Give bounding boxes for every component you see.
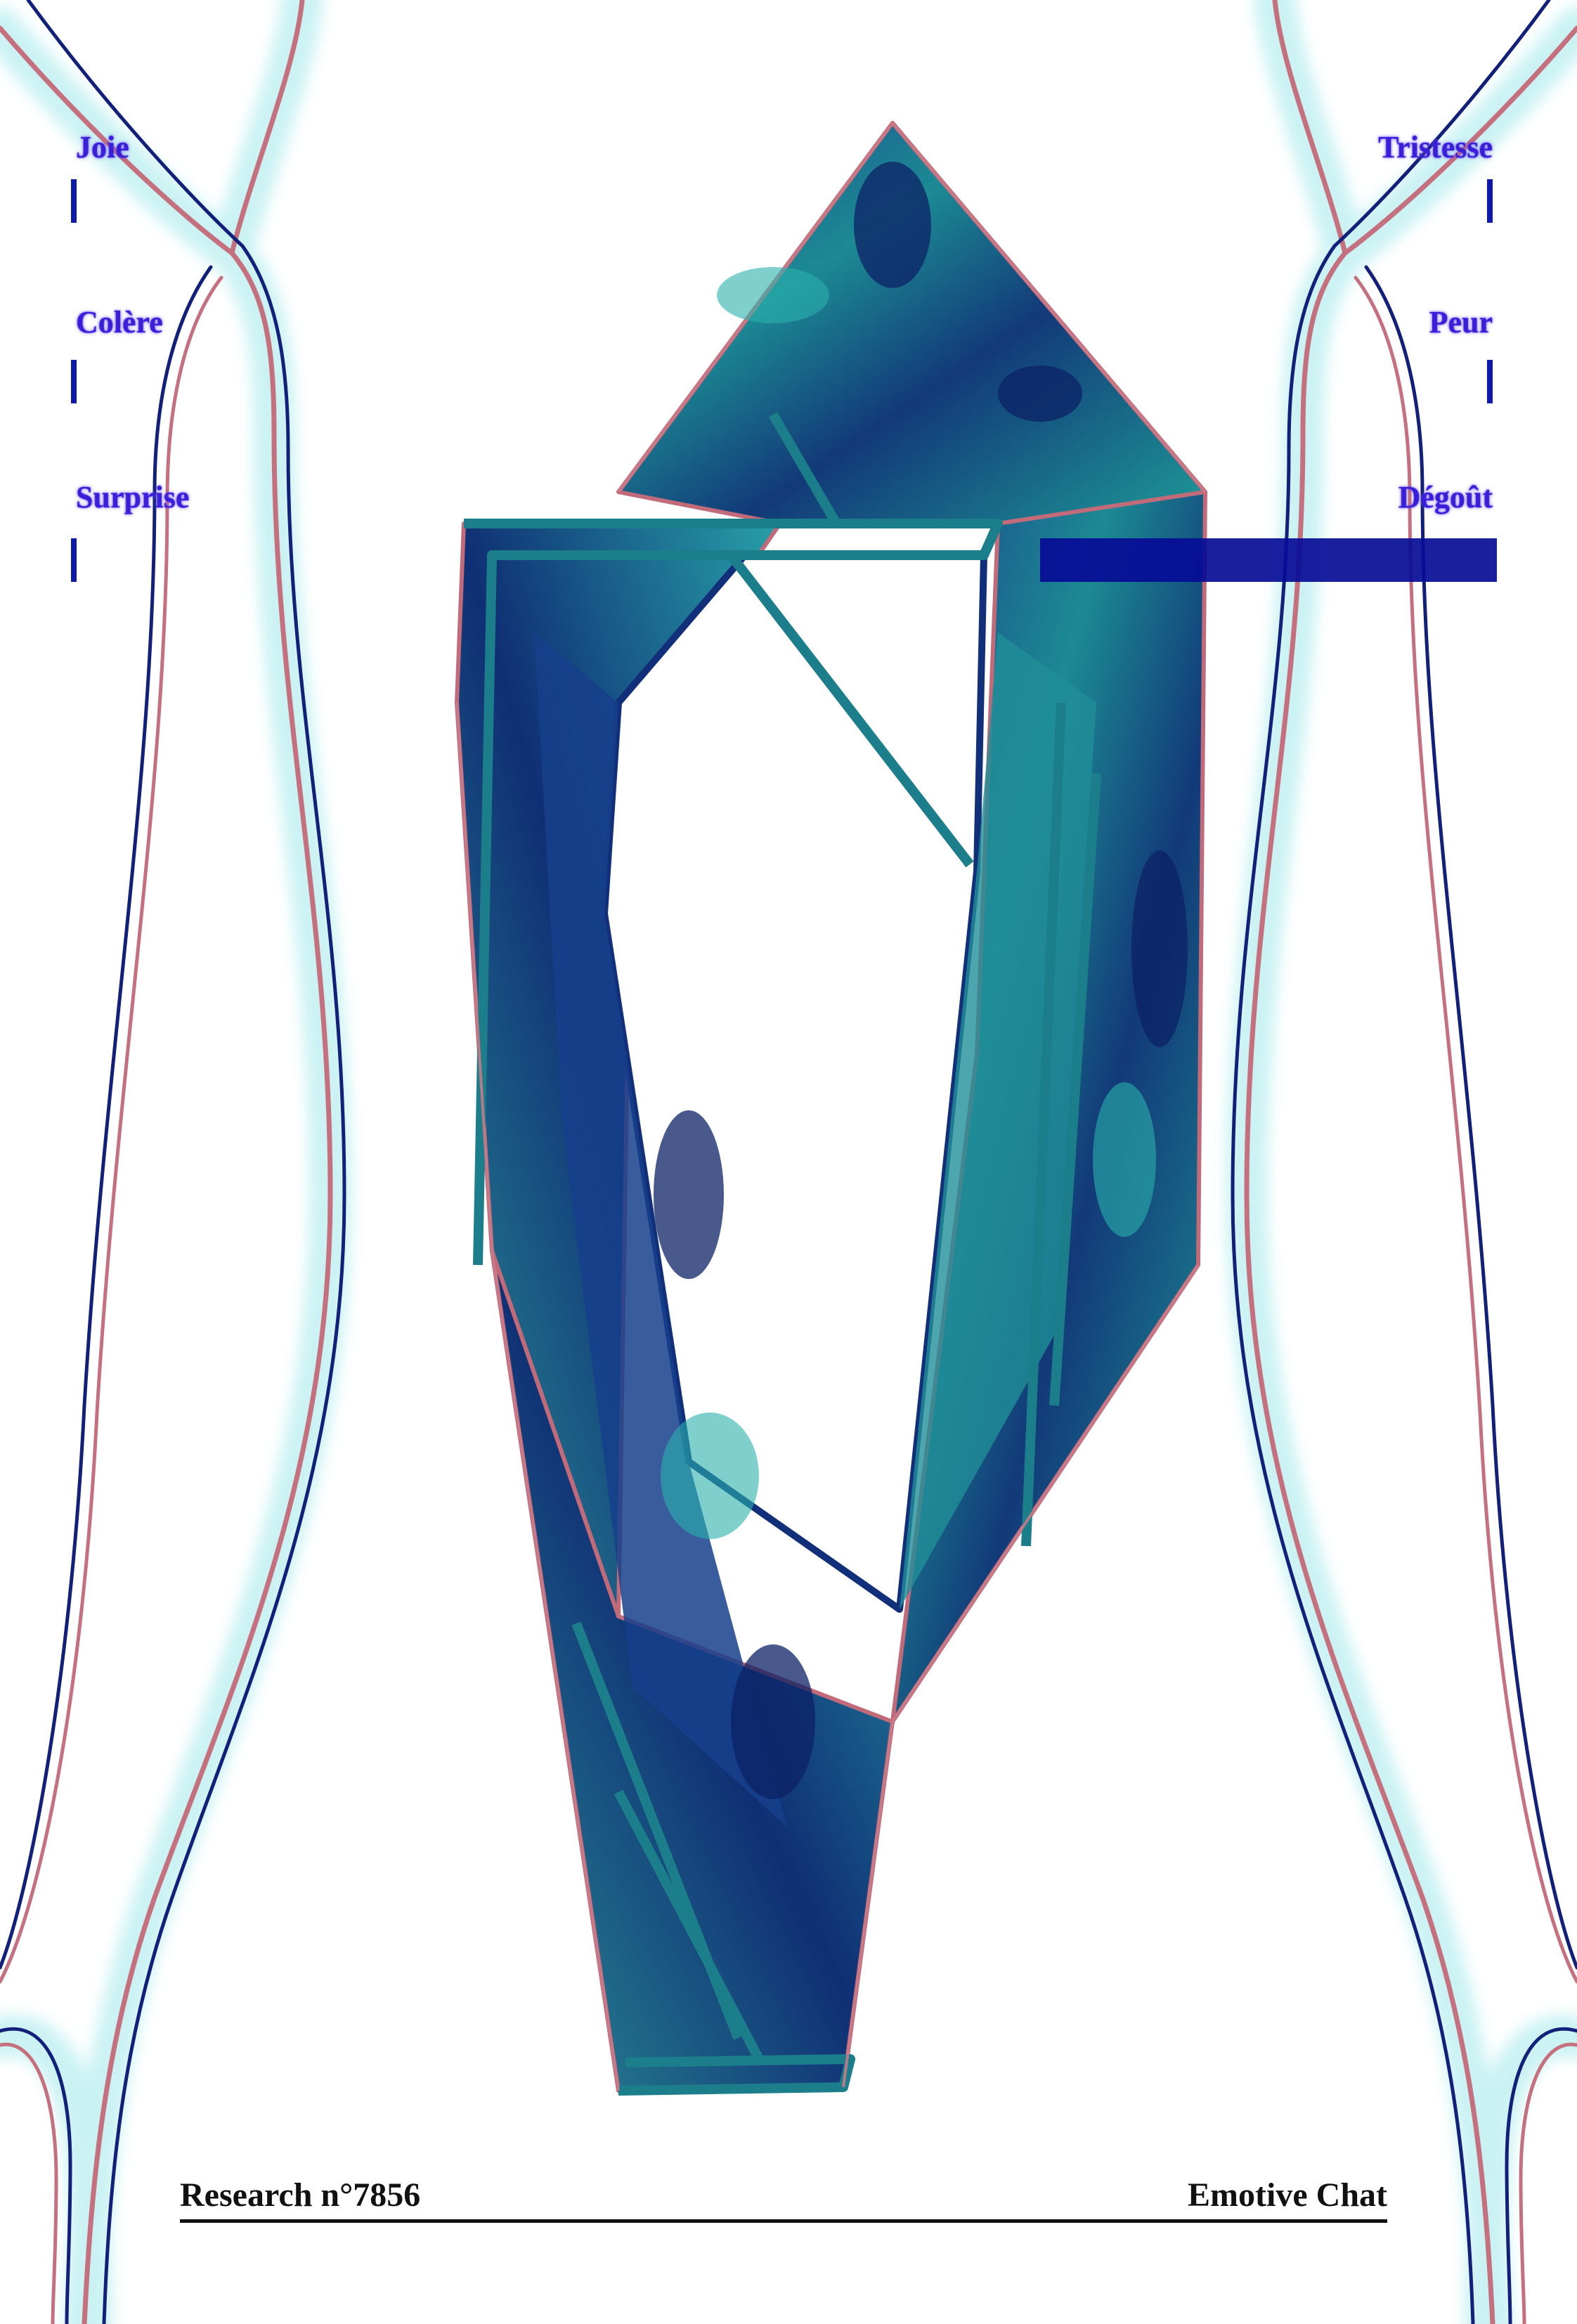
footer-app-name: Emotive Chat xyxy=(1188,2176,1387,2214)
emotion-surprise[interactable]: Surprise xyxy=(76,480,190,514)
emotion-tick-surprise xyxy=(71,538,77,582)
footer-research-id: Research n°7856 xyxy=(180,2176,421,2214)
emotion-degout[interactable]: Dégoût xyxy=(1398,480,1493,514)
emotion-selection-bar-degout[interactable] xyxy=(1040,538,1497,582)
emotion-tick-tristesse xyxy=(1487,179,1493,223)
left-flow-lines xyxy=(0,0,351,2324)
crystal-illustration xyxy=(455,121,1207,2096)
emotion-tick-colere xyxy=(71,360,77,403)
emotion-tick-joie xyxy=(71,179,77,223)
emotion-peur[interactable]: Peur xyxy=(1429,305,1493,339)
emotion-joie[interactable]: Joie xyxy=(76,130,129,164)
emotion-colere[interactable]: Colère xyxy=(76,305,163,339)
right-flow-lines xyxy=(1226,0,1577,2324)
footer-divider xyxy=(180,2219,1387,2223)
emotion-tick-peur xyxy=(1487,360,1493,403)
emotion-tristesse[interactable]: Tristesse xyxy=(1378,130,1493,164)
